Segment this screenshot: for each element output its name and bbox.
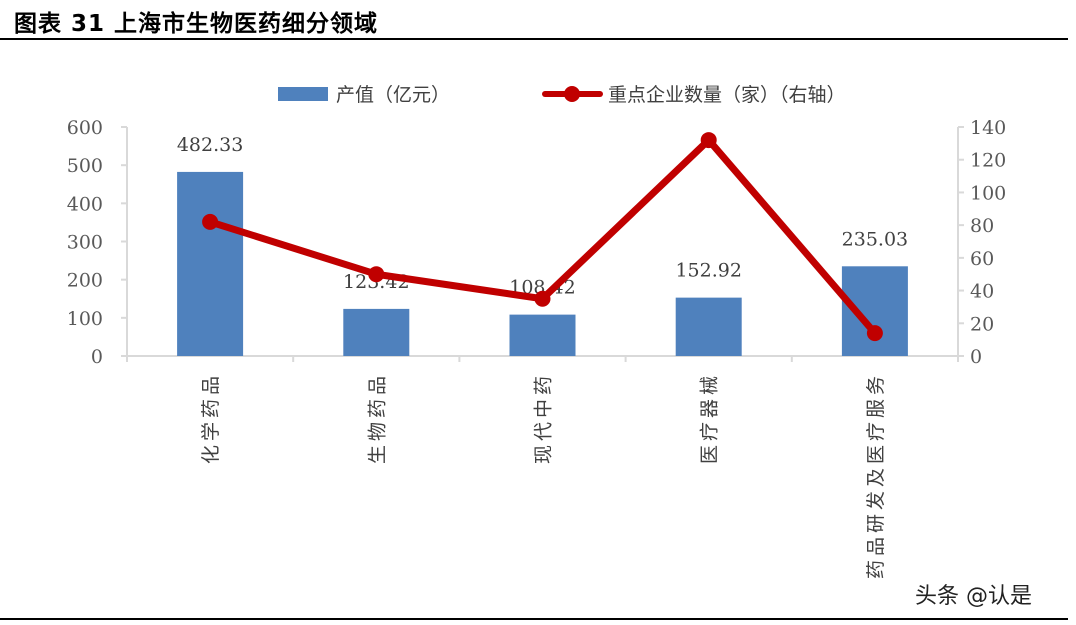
- watermark: 头条 @认是: [915, 584, 1032, 609]
- left-axis-tick: 400: [67, 193, 103, 215]
- legend: 产值（亿元） 重点企业数量（家）（右轴）: [278, 84, 846, 106]
- line-series: [202, 132, 883, 342]
- bottom-divider: [0, 618, 1068, 620]
- bar-value-label: 482.33: [177, 134, 243, 156]
- line-marker: [368, 266, 385, 283]
- bar: [675, 297, 742, 356]
- right-axis: 0 20 40 60 80 100 120 140: [957, 117, 1006, 368]
- category-labels: 化学药品 生物药品 现代中药 医疗器械 药品研发及医疗服务: [200, 372, 887, 579]
- line-marker: [866, 325, 883, 342]
- category-label: 药品研发及医疗服务: [865, 372, 887, 579]
- bar-value-label: 235.03: [842, 228, 908, 250]
- left-axis-tick: 200: [67, 270, 103, 292]
- legend-line-marker: [564, 86, 580, 102]
- left-axis: 0 100 200 300 400 500 600: [67, 117, 128, 368]
- left-axis-tick: 300: [67, 232, 103, 254]
- legend-bar-label: 产值（亿元）: [336, 84, 450, 106]
- bar: [343, 308, 410, 356]
- legend-bar-swatch: [278, 87, 328, 101]
- title-divider: [0, 38, 1068, 40]
- legend-line-label: 重点企业数量（家）（右轴）: [608, 84, 846, 106]
- right-axis-tick: 140: [970, 117, 1006, 139]
- right-axis-tick: 60: [970, 248, 994, 270]
- category-label: 医疗器械: [699, 372, 721, 464]
- line-marker: [202, 213, 219, 230]
- line-marker: [534, 290, 551, 307]
- category-label: 生物药品: [366, 372, 388, 464]
- right-axis-tick: 80: [970, 215, 994, 237]
- bar: [509, 314, 576, 356]
- right-axis-tick: 120: [970, 150, 1006, 172]
- bar: [177, 171, 244, 356]
- left-axis-tick: 100: [67, 308, 103, 330]
- category-label: 化学药品: [200, 372, 222, 464]
- left-axis-tick: 0: [91, 346, 103, 368]
- page-title: 图表 31 上海市生物医药细分领域: [14, 11, 379, 37]
- right-axis-tick: 0: [970, 346, 982, 368]
- right-axis-tick: 100: [970, 182, 1006, 204]
- left-axis-tick: 600: [67, 117, 103, 139]
- line-marker: [700, 132, 717, 149]
- right-axis-tick: 40: [970, 281, 994, 303]
- category-label: 现代中药: [533, 372, 555, 464]
- bars: [177, 171, 908, 356]
- x-axis-ticks: [126, 356, 959, 362]
- left-axis-tick: 500: [67, 155, 103, 177]
- bar-value-label: 152.92: [675, 260, 741, 282]
- right-axis-tick: 20: [970, 313, 994, 335]
